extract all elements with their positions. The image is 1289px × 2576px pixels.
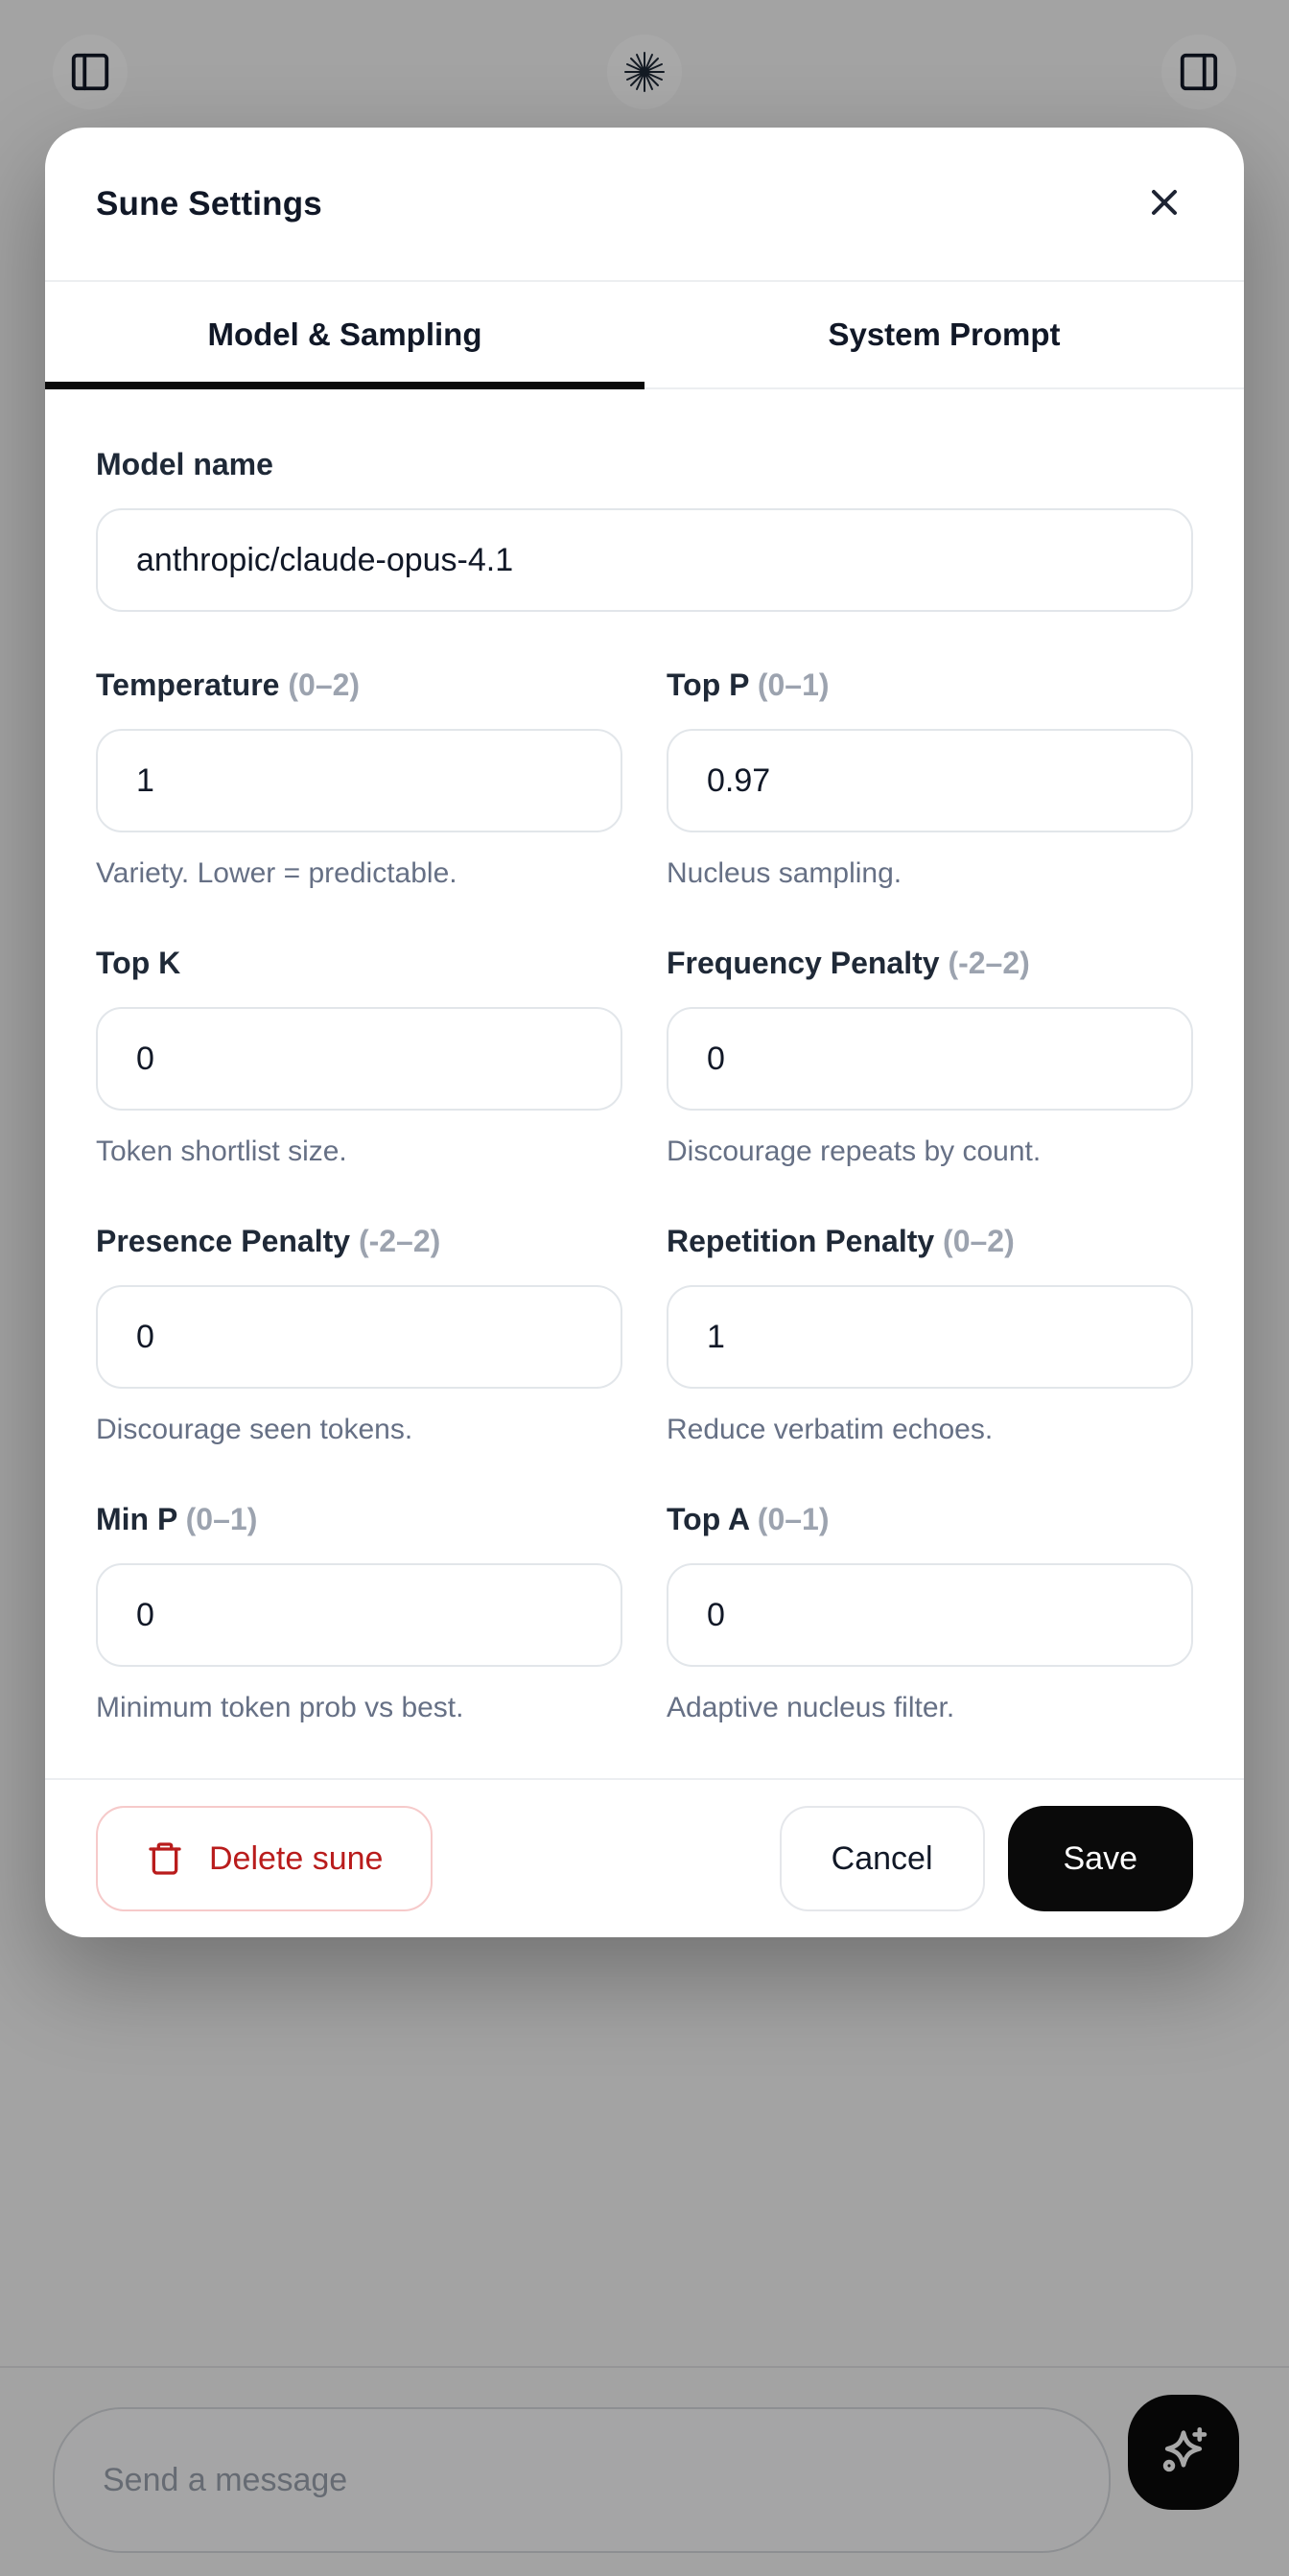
top-a-input[interactable]	[667, 1563, 1193, 1667]
model-name-label: Model name	[96, 447, 273, 481]
starburst-icon	[621, 49, 668, 95]
modal-title: Sune Settings	[96, 184, 322, 222]
frequency-penalty-helper: Discourage repeats by count.	[667, 1136, 1042, 1167]
tab-system-prompt[interactable]: System Prompt	[644, 282, 1244, 387]
sampling-grid: Temperature (0–2) Variety. Lower = predi…	[96, 667, 1193, 1724]
top-p-field: Top P (0–1) Nucleus sampling.	[667, 667, 1193, 890]
min-p-input[interactable]	[96, 1563, 622, 1667]
message-input[interactable]	[53, 2407, 1111, 2553]
send-button[interactable]	[1128, 2395, 1239, 2510]
presence-penalty-input[interactable]	[96, 1285, 622, 1389]
top-a-range: (0–1)	[757, 1502, 830, 1536]
top-p-helper: Nucleus sampling.	[667, 857, 902, 889]
panel-right-icon	[1177, 50, 1221, 94]
app-header	[0, 0, 1289, 144]
sparkles-icon	[1154, 2422, 1213, 2484]
temperature-field: Temperature (0–2) Variety. Lower = predi…	[96, 667, 622, 890]
frequency-penalty-input[interactable]	[667, 1007, 1193, 1111]
temperature-label: Temperature	[96, 667, 280, 702]
presence-penalty-range: (-2–2)	[358, 1224, 441, 1258]
top-k-label: Top K	[96, 946, 181, 980]
composer-bar	[0, 2366, 1289, 2576]
frequency-penalty-range: (-2–2)	[948, 946, 1030, 980]
top-k-helper: Token shortlist size.	[96, 1136, 347, 1167]
delete-sune-button[interactable]: Delete sune	[96, 1806, 434, 1911]
top-p-label: Top P	[667, 667, 749, 702]
top-k-input[interactable]	[96, 1007, 622, 1111]
tab-model-sampling[interactable]: Model & Sampling	[45, 282, 644, 389]
top-a-helper: Adaptive nucleus filter.	[667, 1692, 955, 1723]
repetition-penalty-range: (0–2)	[943, 1224, 1015, 1258]
min-p-helper: Minimum token prob vs best.	[96, 1692, 464, 1723]
temperature-helper: Variety. Lower = predictable.	[96, 857, 457, 889]
panel-left-icon	[68, 50, 112, 94]
top-p-range: (0–1)	[757, 667, 830, 702]
min-p-range: (0–1)	[185, 1502, 258, 1536]
repetition-penalty-field: Repetition Penalty (0–2) Reduce verbatim…	[667, 1224, 1193, 1446]
temperature-input[interactable]	[96, 729, 622, 832]
delete-sune-label: Delete sune	[209, 1839, 384, 1877]
top-k-field: Top K Token shortlist size.	[96, 946, 622, 1168]
sidebar-toggle-button[interactable]	[53, 35, 128, 109]
cancel-button[interactable]: Cancel	[779, 1806, 985, 1911]
temperature-range: (0–2)	[288, 667, 361, 702]
min-p-label: Min P	[96, 1502, 177, 1536]
top-a-label: Top A	[667, 1502, 749, 1536]
modal-content: Model name Temperature (0–2) Variety. Lo…	[45, 389, 1244, 1778]
repetition-penalty-helper: Reduce verbatim echoes.	[667, 1414, 994, 1445]
repetition-penalty-label: Repetition Penalty	[667, 1224, 935, 1258]
frequency-penalty-field: Frequency Penalty (-2–2) Discourage repe…	[667, 946, 1193, 1168]
modal-header: Sune Settings	[45, 128, 1244, 282]
close-button[interactable]	[1136, 176, 1193, 233]
frequency-penalty-label: Frequency Penalty	[667, 946, 940, 980]
model-name-input[interactable]	[96, 508, 1193, 612]
presence-penalty-label: Presence Penalty	[96, 1224, 351, 1258]
app-logo-button[interactable]	[607, 35, 682, 109]
modal-tabs: Model & Sampling System Prompt	[45, 282, 1244, 389]
modal-footer: Delete sune Cancel Save	[45, 1778, 1244, 1937]
presence-penalty-helper: Discourage seen tokens.	[96, 1414, 413, 1445]
save-button[interactable]: Save	[1007, 1806, 1193, 1911]
presence-penalty-field: Presence Penalty (-2–2) Discourage seen …	[96, 1224, 622, 1446]
sune-settings-modal: Sune Settings Model & Sampling System Pr…	[45, 128, 1244, 1937]
top-a-field: Top A (0–1) Adaptive nucleus filter.	[667, 1502, 1193, 1724]
close-icon	[1143, 181, 1185, 226]
top-p-input[interactable]	[667, 729, 1193, 832]
model-name-field: Model name	[96, 447, 1193, 612]
repetition-penalty-input[interactable]	[667, 1285, 1193, 1389]
trash-icon	[146, 1839, 184, 1878]
min-p-field: Min P (0–1) Minimum token prob vs best.	[96, 1502, 622, 1724]
right-panel-toggle-button[interactable]	[1161, 35, 1236, 109]
